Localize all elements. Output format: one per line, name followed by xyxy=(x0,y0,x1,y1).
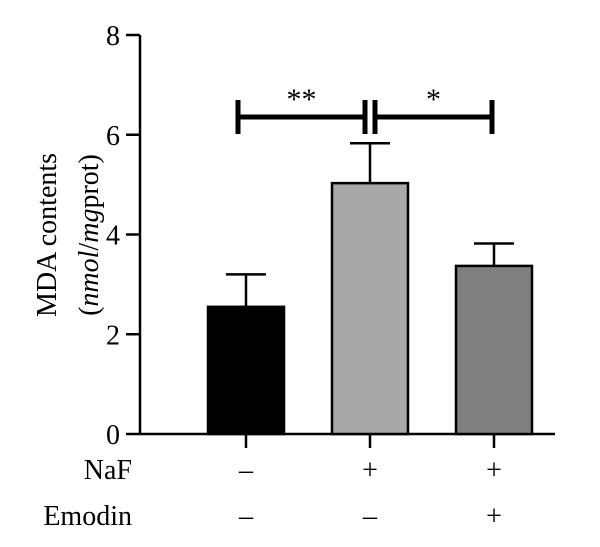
y-axis-title-line1: MDA contents xyxy=(32,153,63,317)
significance-label: ** xyxy=(287,83,317,116)
treatment-sign: + xyxy=(362,455,378,486)
significance-brackets: ** * xyxy=(235,83,495,134)
error-bars xyxy=(226,141,514,307)
y-tick-label: 0 xyxy=(106,420,120,451)
treatment-label: NaF xyxy=(84,455,132,486)
treatment-label: Emodin xyxy=(43,501,132,532)
y-axis: 0 2 4 6 8 xyxy=(106,21,142,451)
y-tick-label: 2 xyxy=(106,320,120,351)
bars xyxy=(206,181,534,436)
y-tick-label: 8 xyxy=(106,21,120,52)
treatment-table: NaF – + + Emodin – – + xyxy=(43,455,502,532)
y-axis-title-line2: (nmol/mgprot) xyxy=(74,154,105,316)
treatment-sign: + xyxy=(486,501,502,532)
treatment-sign: – xyxy=(238,501,254,532)
y-axis-title: MDA contents (nmol/mgprot) xyxy=(32,153,105,317)
bar xyxy=(454,264,534,436)
y-tick-label: 6 xyxy=(106,121,120,152)
x-axis xyxy=(140,432,555,448)
y-tick-label: 4 xyxy=(106,221,120,252)
treatment-sign: – xyxy=(362,501,378,532)
bar xyxy=(206,305,286,436)
bar xyxy=(330,181,410,436)
treatment-sign: – xyxy=(238,455,254,486)
significance-label: * xyxy=(426,83,441,116)
treatment-sign: + xyxy=(486,455,502,486)
